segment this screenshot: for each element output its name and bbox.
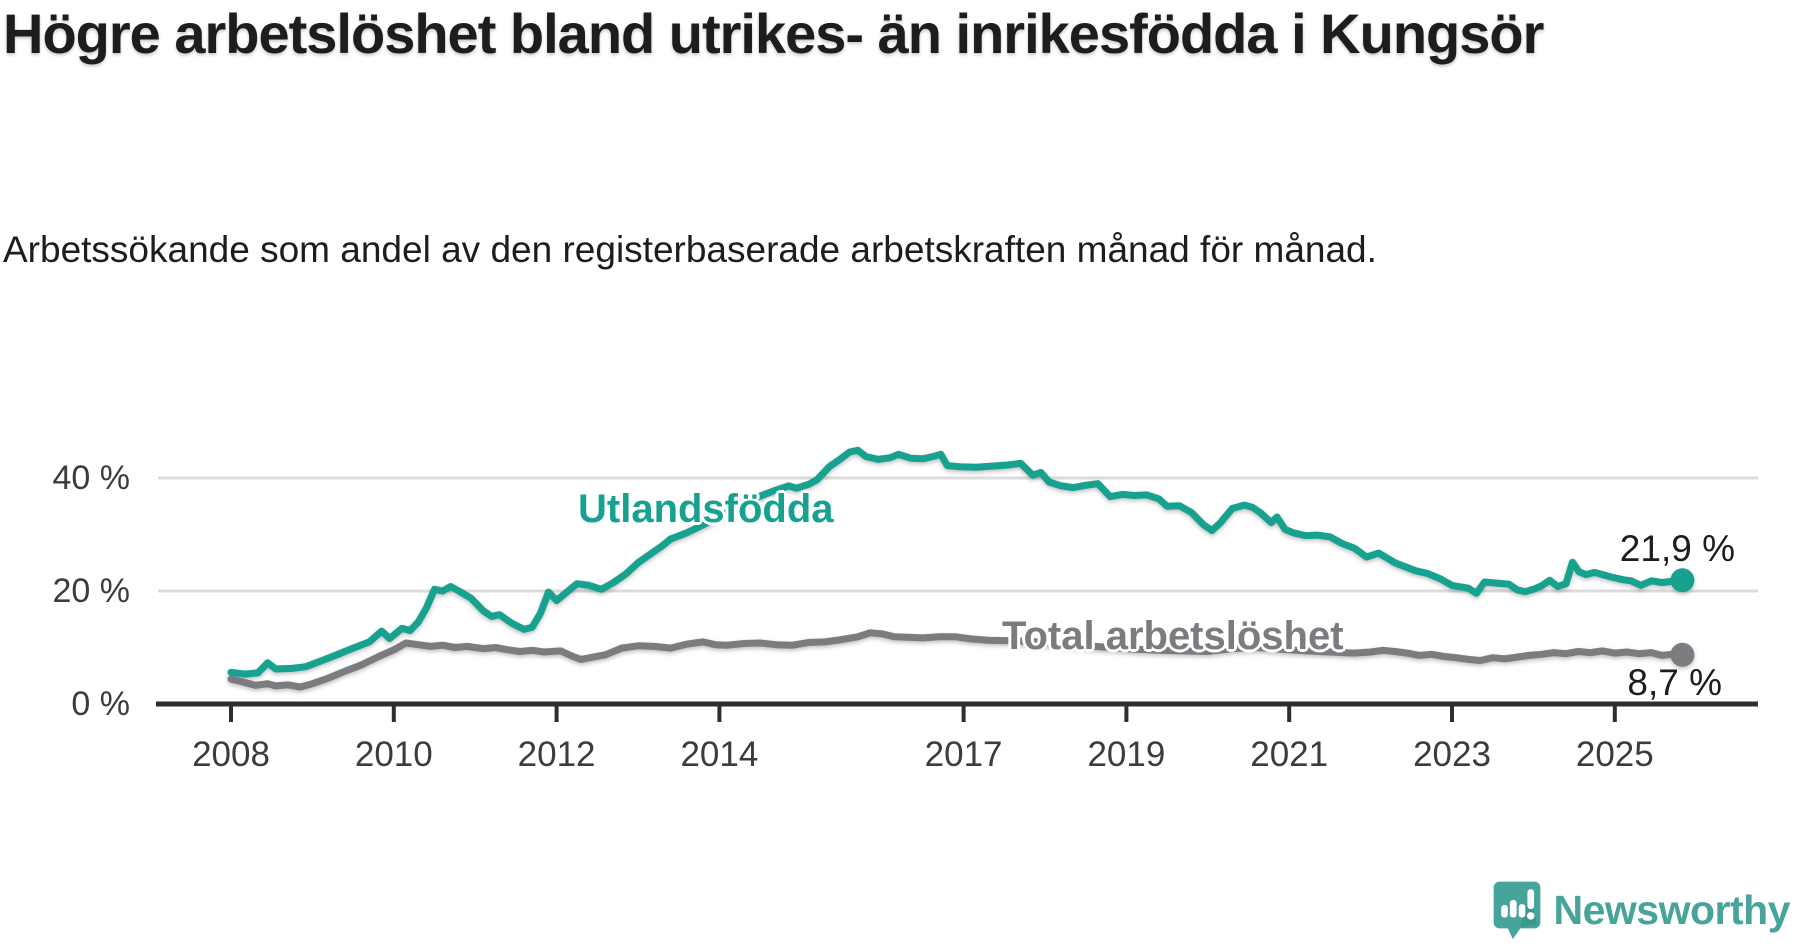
series-label-utlandsfodda: Utlandsfödda: [578, 487, 834, 531]
y-axis-tick-label: 0 %: [71, 685, 130, 723]
x-axis-tick-label: 2021: [1250, 735, 1329, 774]
chart-title: Högre arbetslöshet bland utrikes- än inr…: [3, 2, 1544, 65]
x-axis-tick-label: 2019: [1087, 735, 1166, 774]
x-axis-ticks: [229, 706, 1617, 722]
newsworthy-logo: Newsworthy: [1492, 880, 1791, 940]
end-dot-utlandsfodda: [1670, 568, 1695, 593]
y-axis-tick-label: 20 %: [52, 572, 131, 610]
x-axis-tick-label: 2012: [517, 735, 596, 774]
x-axis-tick-label: 2008: [192, 735, 270, 774]
chart-subtitle: Arbetssökande som andel av den registerb…: [3, 229, 1377, 270]
x-axis-tick-label: 2014: [680, 735, 759, 774]
gridlines: [158, 476, 1758, 593]
end-value-total-arbetsloshet: 8,7 %: [1627, 662, 1722, 703]
series-line-utlandsfodda: [227, 446, 1686, 678]
series-line-total-arbetsloshet: [227, 629, 1686, 691]
x-axis-tick-label: 2017: [924, 735, 1003, 774]
newsworthy-chart-bubble-icon: [1492, 880, 1542, 940]
x-axis-tick-label: 2025: [1575, 735, 1654, 774]
y-axis-tick-label: 40 %: [52, 459, 131, 497]
x-axis-tick-label: 2023: [1413, 735, 1491, 774]
newsworthy-brand-text: Newsworthy: [1553, 886, 1791, 933]
x-axis-tick-label: 2010: [354, 735, 433, 774]
end-value-utlandsfodda: 21,9 %: [1619, 528, 1735, 569]
series-label-total-arbetsloshet: Total arbetslöshet: [1002, 614, 1344, 658]
